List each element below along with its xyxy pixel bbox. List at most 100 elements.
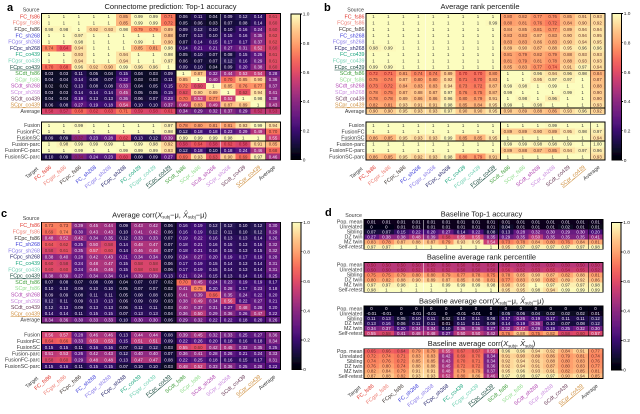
svg-text:0.57: 0.57: [90, 248, 99, 253]
svg-text:0.34: 0.34: [149, 255, 158, 260]
svg-text:0.21: 0.21: [194, 46, 203, 51]
svg-text:SCdt_fs86: SCdt_fs86: [340, 71, 365, 77]
svg-text:0.94: 0.94: [119, 58, 128, 63]
svg-text:1: 1: [402, 142, 405, 147]
svg-text:0.15: 0.15: [209, 39, 218, 44]
svg-text:1: 1: [581, 123, 584, 128]
svg-text:1: 1: [417, 33, 420, 38]
svg-text:0.01: 0.01: [442, 321, 451, 326]
svg-text:0.18: 0.18: [209, 129, 218, 134]
svg-text:0.90: 0.90: [532, 277, 541, 282]
svg-text:0.27: 0.27: [442, 331, 451, 336]
svg-text:0.37: 0.37: [224, 109, 233, 114]
svg-text:0.11: 0.11: [75, 364, 84, 369]
svg-text:1: 1: [551, 90, 554, 95]
svg-text:1: 1: [581, 96, 584, 101]
svg-text:0.92: 0.92: [593, 21, 602, 26]
svg-text:0.04: 0.04: [119, 280, 128, 285]
svg-text:1: 1: [492, 58, 495, 63]
svg-text:FC_co439: FC_co439: [16, 52, 40, 58]
svg-text:1: 1: [107, 52, 110, 57]
svg-text:0.53: 0.53: [60, 351, 69, 356]
svg-text:1: 1: [402, 46, 405, 51]
svg-text:0.60: 0.60: [194, 84, 203, 89]
svg-text:0.12: 0.12: [119, 236, 128, 241]
svg-text:1: 1: [400, 244, 403, 249]
svg-text:0.54: 0.54: [119, 102, 128, 107]
svg-text:0.11: 0.11: [105, 292, 114, 297]
svg-text:0.55: 0.55: [367, 331, 376, 336]
svg-text:0.12: 0.12: [209, 223, 218, 228]
svg-text:1: 1: [152, 39, 155, 44]
svg-text:0.93: 0.93: [593, 52, 602, 57]
svg-text:0.6: 0.6: [303, 279, 310, 285]
svg-text:0.02: 0.02: [60, 84, 69, 89]
svg-text:0.71: 0.71: [472, 359, 481, 364]
svg-text:Self-retest: Self-retest: [338, 331, 363, 337]
svg-text:0.74: 0.74: [384, 77, 393, 82]
svg-text:0.43: 0.43: [104, 351, 113, 356]
svg-text:0.75: 0.75: [194, 286, 203, 291]
svg-text:1: 1: [522, 123, 525, 128]
svg-text:0.52: 0.52: [412, 267, 421, 272]
svg-text:1: 1: [432, 21, 435, 26]
svg-text:1: 1: [566, 84, 569, 89]
svg-text:0.32: 0.32: [532, 229, 541, 234]
svg-text:0.23: 0.23: [90, 135, 99, 140]
svg-text:0.85: 0.85: [427, 359, 436, 364]
svg-text:0.81: 0.81: [487, 277, 496, 282]
svg-text:0.07: 0.07: [382, 229, 391, 234]
svg-text:0.01: 0.01: [397, 219, 406, 224]
svg-text:0.16: 0.16: [254, 242, 263, 247]
svg-text:1: 1: [566, 154, 569, 159]
svg-text:0.57: 0.57: [591, 331, 600, 336]
svg-text:0.19: 0.19: [224, 255, 233, 260]
svg-text:0.99: 0.99: [504, 90, 513, 95]
svg-text:0.13: 0.13: [119, 358, 128, 363]
svg-text:0.80: 0.80: [504, 21, 513, 26]
svg-text:1: 1: [432, 129, 435, 134]
svg-text:1: 1: [402, 27, 405, 32]
svg-text:0.95: 0.95: [399, 109, 408, 114]
svg-text:0.11: 0.11: [412, 321, 421, 326]
svg-text:0.76: 0.76: [502, 331, 511, 336]
svg-text:1: 1: [447, 33, 450, 38]
svg-text:0.42: 0.42: [149, 229, 158, 234]
svg-text:0.84: 0.84: [576, 239, 585, 244]
svg-text:0.90: 0.90: [254, 77, 263, 82]
svg-text:1: 1: [387, 21, 390, 26]
svg-text:1: 1: [227, 90, 230, 95]
svg-text:0.16: 0.16: [239, 33, 248, 38]
svg-text:0.74: 0.74: [414, 71, 423, 76]
svg-text:0.98: 0.98: [487, 282, 496, 287]
svg-text:0.01: 0.01: [517, 224, 526, 229]
svg-text:1: 1: [402, 123, 405, 128]
svg-text:SCdt_fs86: SCdt_fs86: [15, 280, 40, 286]
svg-text:0.79: 0.79: [519, 52, 528, 57]
svg-text:0.26: 0.26: [254, 52, 263, 57]
svg-text:0.08: 0.08: [90, 280, 99, 285]
svg-text:0.70: 0.70: [224, 77, 233, 82]
svg-text:0.92: 0.92: [576, 277, 585, 282]
svg-text:0.93: 0.93: [429, 154, 438, 159]
svg-text:0.32: 0.32: [502, 326, 511, 331]
svg-text:0.95: 0.95: [534, 77, 543, 82]
svg-text:0.50: 0.50: [367, 267, 376, 272]
svg-text:0.52: 0.52: [427, 267, 436, 272]
svg-text:0.39: 0.39: [164, 135, 173, 140]
svg-text:0.64: 0.64: [194, 142, 203, 147]
svg-text:0.23: 0.23: [224, 280, 233, 285]
svg-text:0.13: 0.13: [239, 261, 248, 266]
svg-text:0.16: 0.16: [254, 273, 263, 278]
svg-text:0.91: 0.91: [427, 369, 436, 374]
svg-text:1: 1: [93, 33, 96, 38]
svg-text:0.04: 0.04: [532, 311, 541, 316]
svg-text:0.99: 0.99: [75, 123, 84, 128]
svg-text:0.89: 0.89: [504, 129, 513, 134]
svg-text:0.18: 0.18: [239, 318, 248, 323]
svg-text:0.71: 0.71: [164, 14, 173, 19]
svg-text:0.52: 0.52: [591, 267, 600, 272]
svg-text:0.16: 0.16: [209, 236, 218, 241]
svg-text:0.34: 0.34: [45, 318, 54, 323]
svg-text:1: 1: [581, 84, 584, 89]
